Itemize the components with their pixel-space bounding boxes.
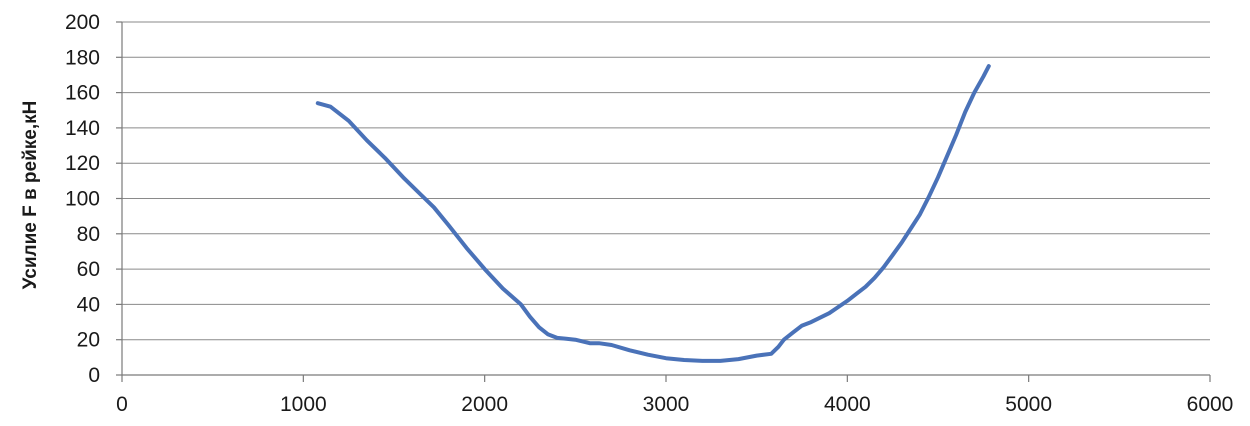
y-tick-label: 120 [65, 152, 100, 175]
x-axis-tick-labels: 0 1000 2000 3000 4000 5000 6000 [116, 393, 1233, 416]
x-tick-label: 5000 [1005, 393, 1052, 416]
series-line-0 [315, 64, 991, 363]
x-tick-label: 0 [116, 393, 128, 416]
y-tick-label: 180 [65, 46, 100, 69]
plot-series [315, 64, 991, 363]
x-tick-label: 2000 [461, 393, 508, 416]
y-tick-label: 60 [77, 258, 100, 281]
y-tick-label: 40 [77, 293, 100, 316]
y-tick-label: 100 [65, 188, 100, 211]
x-tick-label: 3000 [643, 393, 690, 416]
gridlines [122, 21, 1210, 341]
y-tick-label: 160 [65, 82, 100, 105]
y-tick-label: 80 [77, 223, 100, 246]
x-tick-label: 6000 [1187, 393, 1234, 416]
y-axis-tick-labels: 0 20 40 60 80 100 120 140 160 180 200 [65, 11, 100, 387]
axes [116, 21, 1211, 382]
y-tick-label: 20 [77, 329, 100, 352]
y-tick-label: 0 [88, 364, 100, 387]
y-tick-label: 200 [65, 11, 100, 34]
y-axis-title: Усилие F в рейке,кН [20, 101, 41, 290]
x-tick-label: 4000 [824, 393, 871, 416]
y-tick-label: 140 [65, 117, 100, 140]
x-tick-label: 1000 [280, 393, 327, 416]
